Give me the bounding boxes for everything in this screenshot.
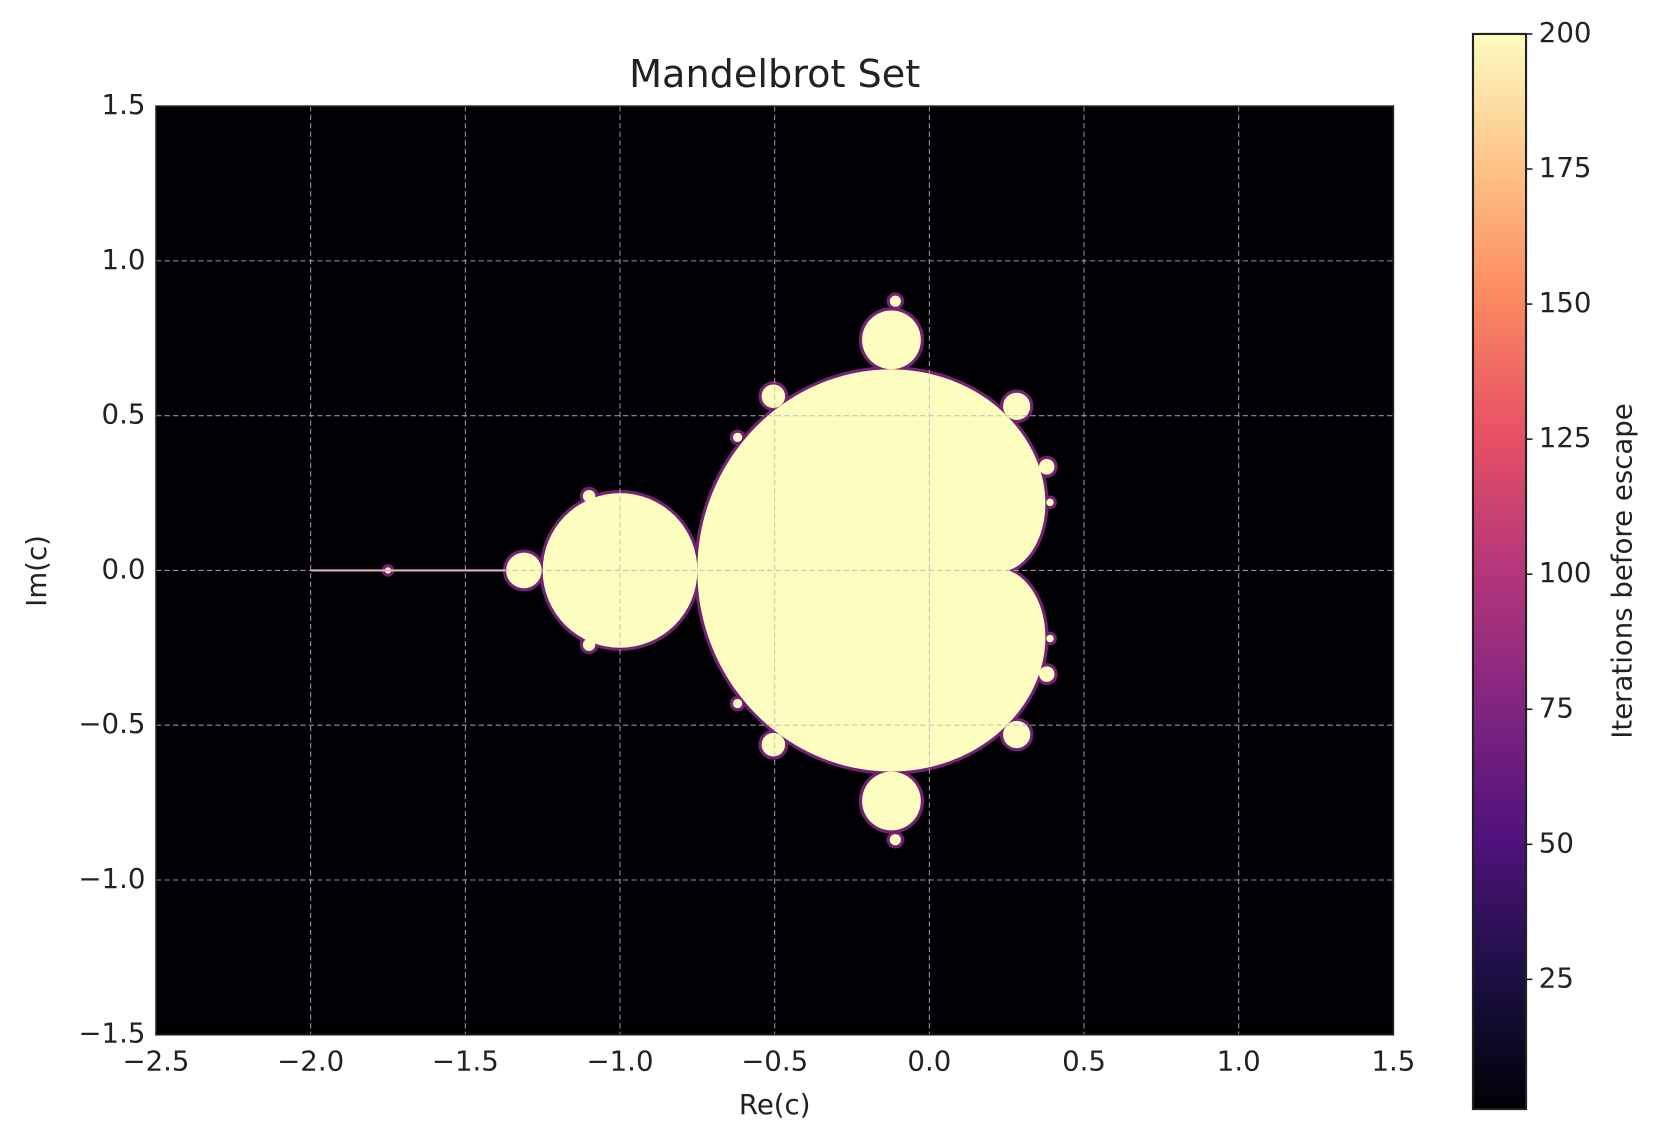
x-tick-label: 1.0 [1217,1044,1261,1077]
y-tick-label: 1.0 [102,243,146,276]
bulb [1039,666,1055,682]
bulb [1046,498,1054,507]
bulb [1003,720,1031,749]
x-tick-label: −0.5 [741,1044,808,1077]
y-tick-label: −1.0 [78,862,145,895]
bulb [862,771,921,831]
bulb [1046,634,1054,643]
x-tick-label: −1.0 [587,1044,654,1077]
colorbar-tick-label: 100 [1539,556,1592,589]
x-tick-label: −1.5 [432,1044,499,1077]
bulb [1003,392,1031,420]
x-tick-label: −2.0 [277,1044,344,1077]
bulb [761,384,786,408]
colorbar-label: Iterations before escape [1606,403,1639,739]
bulb [732,698,743,709]
colorbar-tick-label: 125 [1539,421,1592,454]
x-tick-label: 0.5 [1062,1044,1106,1077]
colorbar-tick-label: 150 [1539,286,1592,319]
bulb [889,295,901,307]
y-tick-label: 0.5 [102,398,146,431]
y-tick-label: −0.5 [78,707,145,740]
colorbar-tick-label: 175 [1539,151,1592,184]
x-tick-label: −2.5 [123,1044,190,1077]
bulb [732,432,743,442]
y-tick-label: 0.0 [102,552,146,585]
bulb [862,310,921,370]
colorbar-tick-label: 50 [1539,826,1574,859]
bulb [1039,459,1055,475]
y-tick-label: 1.5 [102,88,146,121]
y-tick-label: −1.5 [78,1017,145,1050]
plot-frame [155,105,1395,1036]
bulb [582,489,596,503]
x-tick-label: 0.0 [907,1044,951,1077]
chart-title: Mandelbrot Set [629,53,920,97]
colorbar-tick-label: 200 [1539,16,1592,49]
x-axis-label: Re(c) [739,1088,811,1121]
colorbar-tick-label: 25 [1539,961,1574,994]
colorbar [1471,32,1528,1111]
bulb [582,638,596,651]
colorbar-tick-label: 75 [1539,691,1574,724]
bulb [542,493,698,648]
bulb [889,834,901,846]
y-axis-label: Im(c) [20,535,53,607]
x-tick-label: 1.5 [1371,1044,1415,1077]
bulb [761,732,786,757]
